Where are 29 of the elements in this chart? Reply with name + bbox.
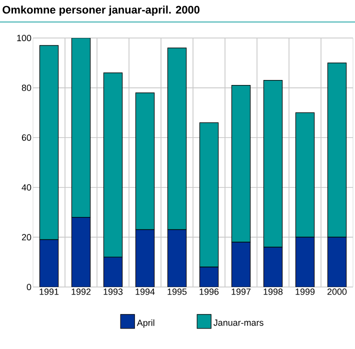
bar — [168, 230, 186, 287]
bar — [296, 237, 314, 287]
x-tick-label: 1993 — [104, 288, 123, 295]
bar — [72, 217, 90, 287]
x-tick-label: 1995 — [168, 288, 187, 295]
x-tick-label: 1991 — [40, 288, 59, 295]
bar — [136, 230, 154, 287]
x-tick-label: 1996 — [200, 288, 219, 295]
y-tick-label: 40 — [22, 184, 32, 191]
y-tick-label: 20 — [22, 234, 32, 240]
bar — [232, 242, 250, 287]
y-tick-label: 0 — [26, 284, 32, 290]
bar — [264, 247, 282, 287]
bar — [40, 240, 58, 287]
legend-label: Januar-mars — [214, 320, 264, 326]
x-tick-label: 1992 — [72, 288, 91, 295]
bar — [200, 267, 218, 287]
chart-title: Omkomne personer januar-april. 2000 — [2, 6, 200, 16]
x-tick-label: 1998 — [264, 288, 283, 295]
y-tick-label: 60 — [22, 134, 32, 141]
y-tick-label: 80 — [22, 84, 32, 91]
x-tick-label: 1994 — [136, 288, 155, 295]
y-tick-label: 100 — [17, 34, 32, 42]
bar — [327, 236, 347, 287]
x-tick-label: 2000 — [327, 288, 347, 295]
x-tick-label: 1997 — [232, 288, 251, 295]
legend-label: April — [136, 319, 154, 328]
bar — [104, 257, 122, 287]
x-tick-label: 1999 — [296, 288, 315, 295]
